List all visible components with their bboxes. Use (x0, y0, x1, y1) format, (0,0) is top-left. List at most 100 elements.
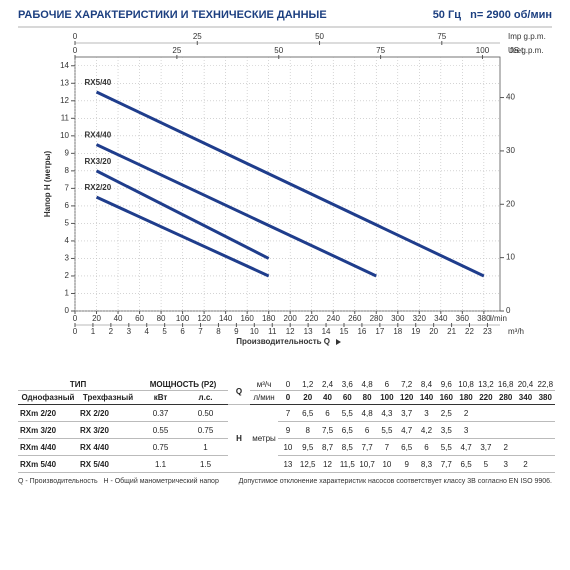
table-cell: 4,8 (357, 378, 377, 391)
table-cell: кВт (138, 390, 184, 405)
table-cell: 9,5 (297, 438, 318, 456)
table-cell (515, 404, 536, 422)
axis-unit: Imp g.p.m. (508, 32, 546, 41)
table-cell: л/мин (250, 390, 279, 405)
curve (95, 143, 377, 278)
spec: 50 Гц n= 2900 об/мин (432, 9, 552, 21)
axis-tick-label: 16 (357, 327, 366, 336)
table-cell: 160 (436, 390, 457, 405)
table-cell: 6,5 (337, 421, 358, 439)
x-tick-label: 340 (434, 314, 448, 323)
x-tick-label: 320 (413, 314, 427, 323)
y-tick-label: 10 (60, 131, 69, 140)
x-tick-label: 380 (477, 314, 491, 323)
table-cell: метры (250, 404, 279, 473)
table-cell (475, 421, 496, 439)
table-cell: 0.55 (138, 421, 184, 439)
table-cell: 10,8 (456, 378, 476, 391)
y-tick-label: 13 (60, 78, 69, 87)
table-cell: 8,7 (317, 438, 338, 456)
table-cell: 2,4 (317, 378, 338, 391)
table-cell (535, 438, 556, 456)
table-cell: 10 (278, 438, 298, 456)
table-cell: 2,5 (436, 404, 457, 422)
table-cell (535, 421, 556, 439)
table-cell: 1.5 (183, 455, 229, 473)
table-cell: 0.50 (183, 404, 229, 422)
y2-tick-label: 20 (506, 199, 515, 208)
y-tick-label: 0 (65, 306, 70, 315)
axis-tick-label: 20 (429, 327, 438, 336)
table-cell: Однофазный (18, 390, 78, 405)
x-tick-label: 140 (219, 314, 233, 323)
axis-tick-label: 13 (304, 327, 313, 336)
y-tick-label: 9 (65, 148, 70, 157)
x-tick-label: 220 (305, 314, 319, 323)
footer-legend: Q - Производительность H - Общий маномет… (18, 478, 219, 485)
table-cell: 340 (515, 390, 536, 405)
y2-tick-label: 10 (506, 253, 515, 262)
x-tick-label: 360 (456, 314, 470, 323)
y-tick-label: 3 (65, 254, 70, 263)
table-cell (495, 404, 516, 422)
table-cell: 9 (396, 455, 417, 473)
table-cell: 3,7 (475, 438, 496, 456)
axis-tick-label: 0 (73, 46, 78, 55)
y-tick-label: 6 (65, 201, 70, 210)
axis-tick-label: 19 (411, 327, 420, 336)
axis-tick-label: 6 (180, 327, 185, 336)
axis-unit: US g.p.m. (508, 46, 544, 55)
table-cell: RX 2/20 (78, 404, 139, 422)
table-cell: RX 4/40 (78, 438, 139, 456)
axis-tick-label: 23 (483, 327, 492, 336)
table-cell: 12,5 (297, 455, 318, 473)
table-cell: 1.1 (138, 455, 184, 473)
table-cell: Трехфазный (78, 390, 139, 405)
table-cell: 6 (377, 378, 397, 391)
table-cell: 2 (495, 438, 516, 456)
curve (95, 195, 270, 278)
axis-tick-label: 11 (268, 327, 277, 336)
table-cell: л.с. (183, 390, 229, 405)
table-cell: 180 (456, 390, 476, 405)
table-cell: 0 (278, 390, 298, 405)
axis-tick-label: 100 (476, 46, 490, 55)
y-tick-label: 1 (65, 289, 70, 298)
table-cell: 11,5 (337, 455, 358, 473)
table-cell: 6 (317, 404, 338, 422)
table-cell (535, 455, 556, 473)
table-cell: 6,5 (297, 404, 318, 422)
y2-tick-label: 40 (506, 93, 515, 102)
table-cell: 20 (297, 390, 318, 405)
table-cell: 3 (456, 421, 476, 439)
table-cell: м³/ч (250, 378, 279, 391)
table-cell: 10 (377, 455, 397, 473)
table-cell: 1 (183, 438, 229, 456)
table-cell: 1,2 (297, 378, 318, 391)
y-tick-label: 11 (61, 113, 70, 122)
table-cell: 8,3 (416, 455, 437, 473)
table-cell: 2 (515, 455, 536, 473)
table-cell (475, 404, 496, 422)
table-cell: 9 (278, 421, 298, 439)
x-tick-label: 160 (240, 314, 254, 323)
table-cell: 3 (416, 404, 437, 422)
table-cell: 6 (357, 421, 377, 439)
x-tick-label: 80 (157, 314, 166, 323)
axis-tick-label: 21 (447, 327, 456, 336)
table-cell: 3,5 (436, 421, 457, 439)
arrow (336, 339, 341, 345)
table-cell: 6 (416, 438, 437, 456)
table-cell: 2 (456, 404, 476, 422)
table-cell: 3 (495, 455, 516, 473)
table-cell: 20,4 (515, 378, 536, 391)
table-cell: 4,7 (396, 421, 417, 439)
axis-tick-label: 1 (91, 327, 96, 336)
y-tick-label: 7 (65, 183, 70, 192)
x-tick-label: 240 (327, 314, 341, 323)
axis-tick-label: 17 (375, 327, 384, 336)
table-cell: RX 5/40 (78, 455, 139, 473)
table-cell: 5,5 (337, 404, 358, 422)
x-tick-label: 20 (92, 314, 101, 323)
